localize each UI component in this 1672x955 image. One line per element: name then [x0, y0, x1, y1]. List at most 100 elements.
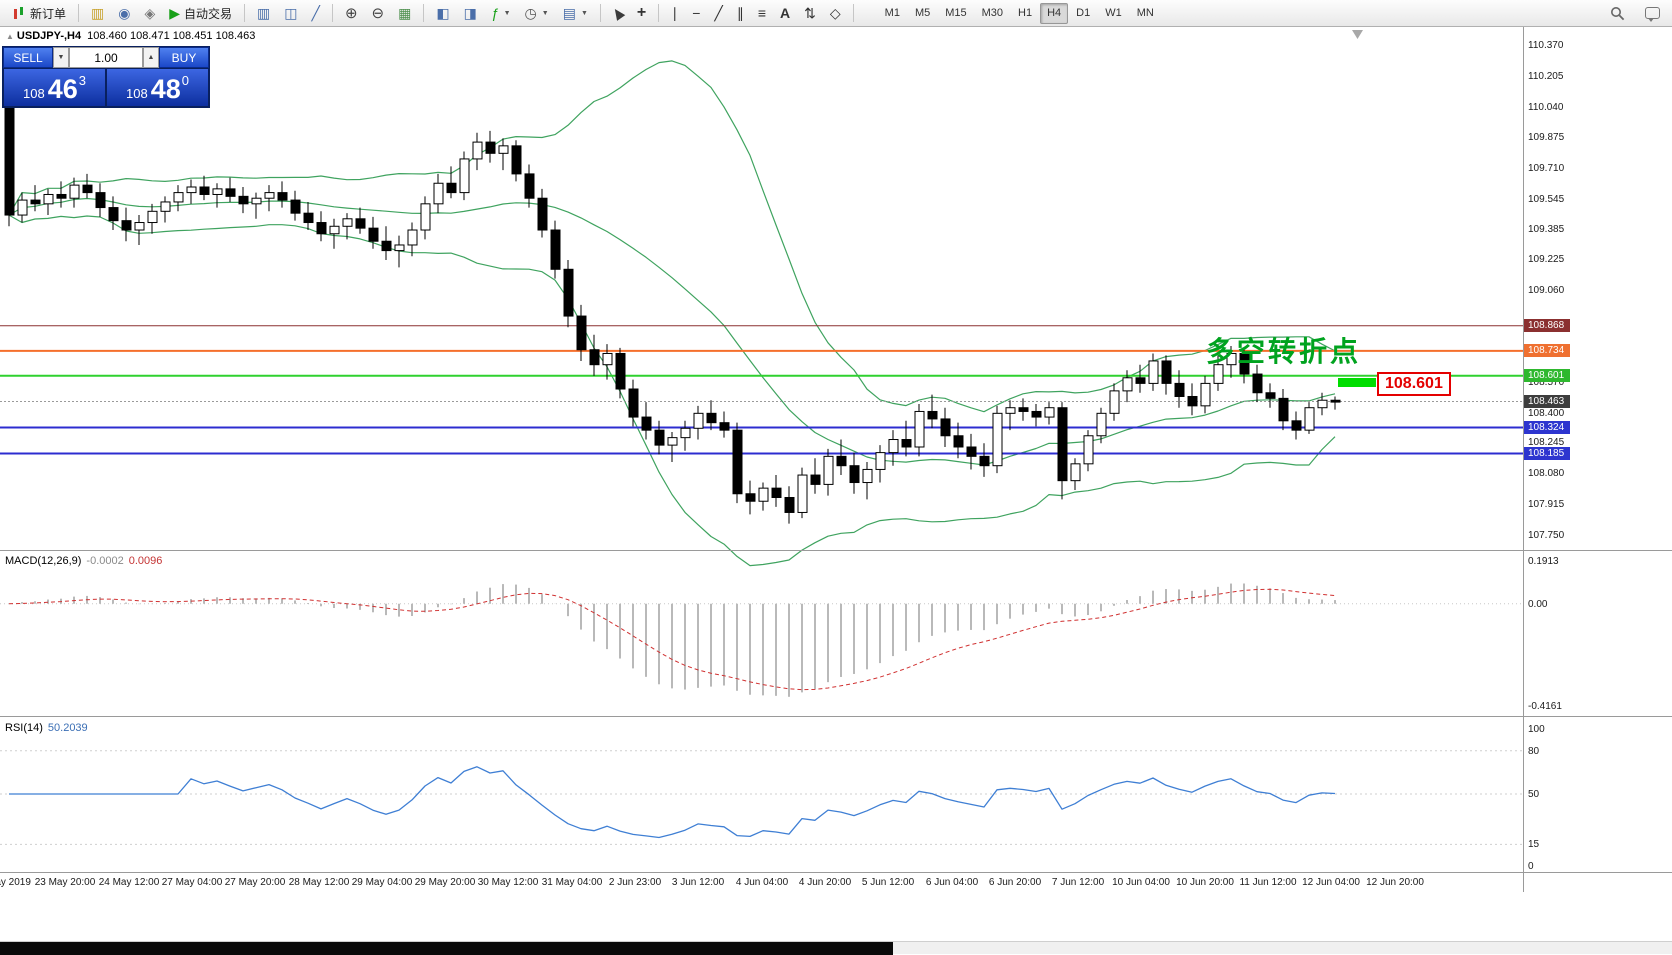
vertical-line-tool-button[interactable]: ∣ [665, 2, 684, 24]
navigator-button[interactable]: ◈ [138, 2, 161, 24]
volume-increase-button[interactable]: ▲ [143, 47, 159, 68]
timeframe-h4-button[interactable]: H4 [1040, 2, 1069, 24]
profiles-icon: ▥ [91, 5, 105, 21]
sell-price-prefix: 108 [23, 85, 45, 101]
zoom-out-icon: ⊖ [371, 4, 385, 22]
buy-price-sup: 0 [181, 73, 189, 88]
buy-price-display[interactable]: 108 48 0 [107, 69, 208, 106]
horizontal-scrollbar[interactable] [0, 941, 1672, 955]
quote-close: 108.463 [215, 30, 256, 42]
market-watch-icon: ◉ [118, 5, 131, 21]
chat-icon [1645, 7, 1660, 22]
toolbar: 新订单 ▥ ◉ ◈ ▶ 自动交易 ▥ ◫ ╱ ⊕ ⊖ ▦ ◧ ◨ ƒ ▼ ◷ ▼ ▤… [0, 0, 1672, 27]
macd-main-value: -0.0002 [86, 555, 124, 567]
separator [852, 4, 854, 22]
clock-icon: ◷ [524, 5, 537, 21]
new-order-button[interactable]: 新订单 [6, 2, 72, 24]
cursor-tool-button[interactable] [607, 2, 629, 24]
bar-chart-button[interactable]: ▥ [251, 2, 276, 24]
market-watch-button[interactable]: ◉ [112, 2, 136, 24]
timeframe-m1-button[interactable]: M1 [878, 3, 907, 24]
quote-header: ▲ USDJPY-,H4 108.460 108.471 108.451 108.4… [6, 30, 255, 42]
templates-button[interactable]: ▤ ▼ [557, 2, 594, 24]
fibonacci-icon: ≡ [757, 5, 767, 21]
shapes-tool-button[interactable]: ◇ [824, 2, 847, 24]
fibonacci-tool-button[interactable]: ≡ [752, 2, 772, 24]
bar-chart-icon: ▥ [257, 5, 271, 21]
rsi-name: RSI(14) [5, 722, 43, 734]
chat-button[interactable] [1639, 2, 1666, 24]
grid-icon: ▦ [398, 5, 412, 21]
tile-windows-button[interactable]: ◧ [430, 2, 455, 24]
rsi-label: RSI(14) 50.2039 [5, 722, 88, 734]
rsi-value: 50.2039 [47, 722, 88, 734]
sell-price-display[interactable]: 108 46 3 [4, 69, 105, 106]
autotrade-button[interactable]: ▶ 自动交易 [163, 2, 238, 24]
quote-open: 108.460 [87, 30, 127, 42]
timeframe-m15-button[interactable]: M15 [938, 3, 973, 24]
caret-down-icon: ▼ [580, 9, 588, 17]
macd-signal-value: 0.0096 [128, 555, 163, 567]
separator [423, 4, 425, 22]
zoom-in-button[interactable]: ⊕ [339, 2, 364, 24]
separator [244, 4, 246, 22]
line-chart-button[interactable]: ╱ [306, 2, 326, 24]
profiles-button[interactable]: ▥ [85, 2, 110, 24]
timeframe-mn-button[interactable]: MN [1130, 3, 1161, 24]
timeframe-d1-button[interactable]: D1 [1069, 3, 1097, 24]
search-button[interactable] [1604, 2, 1631, 24]
annotation-text: 多空转折点 [1206, 336, 1362, 367]
navigator-icon: ◈ [144, 5, 156, 21]
autotrade-play-icon: ▶ [169, 5, 181, 21]
price-level-label[interactable]: 108.601 [1377, 372, 1451, 396]
sell-button[interactable]: SELL [3, 47, 53, 68]
symbol-period-label: USDJPY-,H4 [16, 30, 82, 42]
zoom-out-button[interactable]: ⊖ [366, 2, 391, 24]
buy-price-prefix: 108 [126, 85, 148, 101]
price-level-marker[interactable] [1338, 378, 1376, 387]
quote-high: 108.471 [129, 30, 170, 42]
crosshair-tool-button[interactable]: + [631, 2, 652, 24]
caret-down-icon: ▼ [541, 9, 549, 17]
trade-panel-top-row: SELL ▼ 1.00 ▲ BUY [3, 47, 209, 68]
new-order-label: 新订单 [30, 6, 67, 21]
caret-down-icon: ▼ [503, 9, 511, 17]
channel-tool-button[interactable]: ∥ [731, 2, 750, 24]
grid-button[interactable]: ▦ [392, 2, 417, 24]
indicators-icon: ƒ [490, 5, 499, 21]
new-order-icon [12, 6, 26, 20]
candlestick-chart-button[interactable]: ◫ [278, 2, 303, 24]
one-click-toggle-icon[interactable]: ▲ [6, 32, 14, 41]
cursor-icon [610, 5, 626, 21]
horizontal-line-tool-button[interactable]: − [686, 2, 706, 24]
arrows-tool-button[interactable]: ⇅ [798, 2, 822, 24]
text-tool-button[interactable]: A [774, 2, 796, 24]
cascade-windows-icon: ◨ [463, 5, 477, 21]
one-click-trade-panel: SELL ▼ 1.00 ▲ BUY 108 46 3 108 48 0 [2, 46, 210, 108]
timeframe-m5-button[interactable]: M5 [908, 3, 937, 24]
volume-input[interactable]: 1.00 [69, 47, 143, 68]
zoom-in-icon: ⊕ [344, 4, 358, 22]
indicators-button[interactable]: ƒ ▼ [485, 2, 517, 24]
separator [331, 4, 333, 22]
cascade-windows-button[interactable]: ◨ [458, 2, 483, 24]
chart-shift-marker [1352, 30, 1363, 39]
volume-decrease-button[interactable]: ▼ [53, 47, 69, 68]
timeframe-m30-button[interactable]: M30 [975, 3, 1010, 24]
toolbar-right-group [1604, 2, 1666, 24]
timeframe-w1-button[interactable]: W1 [1098, 3, 1129, 24]
text-tool-icon: A [780, 5, 791, 21]
search-icon [1611, 6, 1625, 20]
crosshair-icon: + [636, 4, 647, 21]
scrollbar-thumb[interactable] [0, 942, 893, 955]
macd-label: MACD(12,26,9) -0.0002 0.0096 [5, 555, 162, 567]
quote-low: 108.451 [172, 30, 213, 42]
trendline-tool-button[interactable]: ╱ [708, 2, 728, 24]
timeframe-h1-button[interactable]: H1 [1011, 3, 1039, 24]
sell-price-big: 46 [47, 74, 78, 105]
buy-button[interactable]: BUY [159, 47, 209, 68]
periods-button[interactable]: ◷ ▼ [519, 2, 555, 24]
tile-windows-icon: ◧ [436, 5, 450, 21]
